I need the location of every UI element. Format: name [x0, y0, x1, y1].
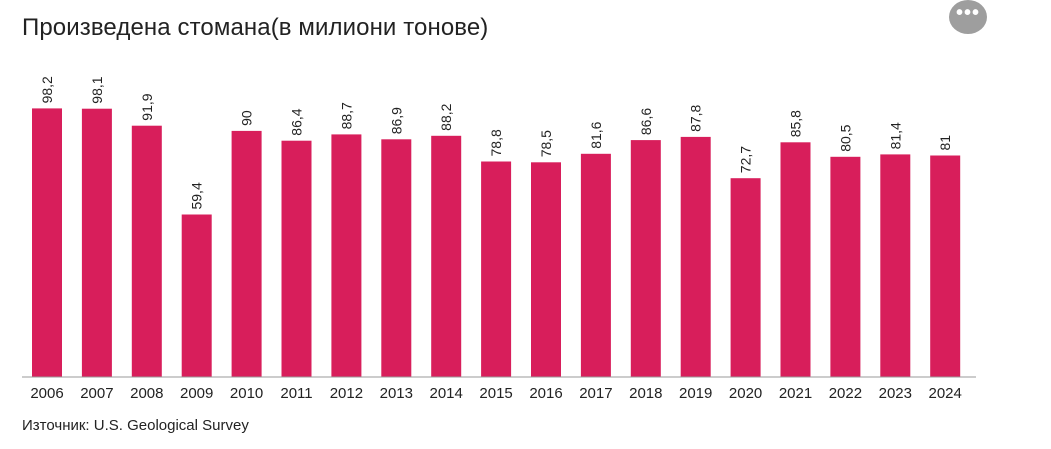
x-tick-label-2016: 2016: [529, 385, 562, 402]
x-tick-labels-layer: 2006 2007 2008 2009 2010 2011 2012 2013 2014 2015…: [30, 385, 962, 402]
value-labels-layer: 98,2 98,1 91,9 59,4 90 86,4 88,7 86,9 88,2 78,8 78…: [39, 76, 953, 210]
source-note: Източник: U.S. Geological Survey: [22, 417, 249, 434]
bar-2017: [580, 153, 611, 377]
bar-2007: [81, 108, 112, 377]
x-tick-label-2011: 2011: [280, 385, 312, 402]
bar-2008: [131, 125, 162, 377]
x-tick-label-2015: 2015: [479, 385, 512, 402]
chart-menu-button[interactable]: •••: [949, 0, 987, 34]
bar-2009: [181, 214, 212, 377]
x-tick-label-2021: 2021: [779, 385, 812, 402]
value-label-2007: 98,1: [89, 76, 105, 103]
x-tick-label-2018: 2018: [629, 385, 662, 402]
value-label-2023: 81,4: [887, 122, 903, 149]
x-tick-label-2014: 2014: [430, 385, 463, 402]
x-tick-label-2022: 2022: [829, 385, 862, 402]
value-label-2021: 85,8: [788, 110, 804, 137]
value-label-2011: 86,4: [289, 108, 305, 135]
bar-2015: [481, 161, 512, 377]
value-label-2019: 87,8: [688, 104, 704, 131]
bars-layer: [32, 108, 961, 378]
value-label-2012: 88,7: [338, 102, 354, 129]
x-tick-label-2012: 2012: [330, 385, 363, 402]
x-tick-label-2017: 2017: [579, 385, 612, 402]
x-tick-label-2007: 2007: [80, 385, 113, 402]
value-label-2014: 88,2: [438, 103, 454, 130]
bar-2006: [32, 108, 62, 378]
x-tick-label-2006: 2006: [30, 385, 63, 402]
value-label-2008: 91,9: [139, 93, 155, 120]
value-label-2010: 90: [239, 110, 255, 126]
x-tick-label-2020: 2020: [729, 385, 762, 402]
value-label-2022: 80,5: [837, 124, 853, 151]
bar-2024: [930, 155, 961, 377]
value-label-2016: 78,5: [538, 130, 554, 157]
x-tick-label-2008: 2008: [130, 385, 163, 402]
value-label-2015: 78,8: [488, 129, 504, 156]
bar-2020: [730, 178, 761, 377]
bar-2021: [780, 142, 811, 377]
x-tick-label-2019: 2019: [679, 385, 712, 402]
value-label-2024: 81: [937, 135, 953, 151]
value-label-2018: 86,6: [638, 108, 654, 135]
chart-title: Произведена стомана(в милиони тонове): [22, 14, 489, 41]
bar-2014: [431, 135, 462, 377]
bar-2023: [880, 154, 911, 377]
x-tick-label-2023: 2023: [879, 385, 912, 402]
value-label-2017: 81,6: [588, 121, 604, 148]
x-tick-label-2024: 2024: [929, 385, 962, 402]
more-horizontal-icon: •••: [955, 2, 980, 24]
bar-2022: [830, 156, 861, 377]
value-label-2020: 72,7: [738, 146, 754, 173]
bar-2011: [281, 140, 312, 377]
bar-2013: [381, 139, 412, 377]
bar-2016: [531, 162, 561, 377]
x-tick-label-2013: 2013: [380, 385, 413, 402]
value-label-2006: 98,2: [39, 76, 55, 103]
x-tick-label-2009: 2009: [180, 385, 213, 402]
bar-2012: [331, 134, 362, 377]
bar-2010: [231, 130, 262, 377]
bar-2018: [630, 140, 661, 377]
bar-2019: [680, 136, 711, 377]
x-tick-label-2010: 2010: [230, 385, 263, 402]
value-label-2013: 86,9: [388, 107, 404, 134]
value-label-2009: 59,4: [189, 182, 205, 209]
